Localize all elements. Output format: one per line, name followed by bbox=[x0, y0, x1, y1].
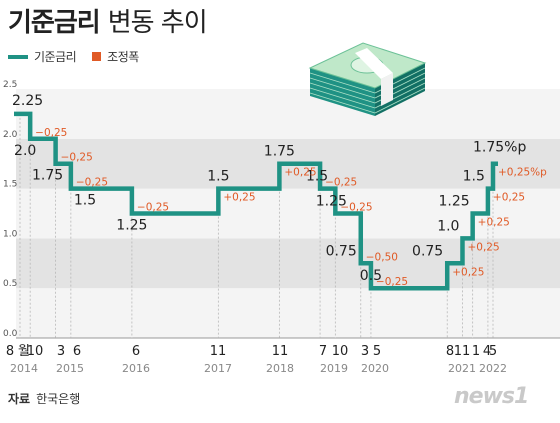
x-month-label: 8 bbox=[6, 344, 14, 359]
y-tick-label: 2.0 bbox=[3, 130, 18, 140]
change-label: −0,25 bbox=[35, 127, 67, 139]
x-year-label: 2015 bbox=[56, 362, 84, 375]
change-label: +0,25 bbox=[223, 192, 255, 204]
x-month-label: 8 bbox=[446, 344, 454, 359]
legend-swatch-rate bbox=[8, 54, 28, 59]
legend: 기준금리 조정폭 bbox=[8, 48, 139, 65]
change-label: −0,50 bbox=[366, 251, 398, 263]
rate-value-label: 1.5 bbox=[74, 193, 96, 209]
x-month-label: 월 bbox=[18, 344, 30, 359]
x-month-label: 11 bbox=[272, 344, 289, 359]
x-year-label: 2017 bbox=[204, 362, 232, 375]
grid-band bbox=[16, 89, 560, 139]
change-label: +0,25%p bbox=[498, 167, 547, 179]
x-month-label: 11 bbox=[210, 344, 227, 359]
rate-step-line bbox=[14, 111, 498, 291]
source-note: 자료 한국은행 bbox=[8, 390, 80, 407]
money-band-side bbox=[381, 73, 393, 106]
change-label: +0,25 bbox=[493, 192, 525, 204]
x-month-label: 3 bbox=[57, 344, 65, 359]
money-band bbox=[355, 48, 393, 79]
rate-value-label: 1.75 bbox=[32, 168, 63, 184]
source-name: 한국은행 bbox=[36, 392, 81, 406]
change-label: −0,25 bbox=[376, 276, 408, 288]
rate-value-label: 1.75%p bbox=[473, 140, 526, 156]
change-label: +0,25 bbox=[478, 217, 510, 229]
change-label: +0,25 bbox=[452, 266, 484, 278]
x-month-label: 6 bbox=[132, 344, 140, 359]
source-label: 자료 bbox=[8, 392, 31, 406]
x-year-label: 2014 bbox=[10, 362, 38, 375]
rate-value-label: 0.75 bbox=[326, 243, 357, 259]
x-month-label: 10 bbox=[27, 344, 44, 359]
x-month-label: 7 bbox=[319, 344, 327, 359]
x-month-label: 11 bbox=[454, 344, 471, 359]
change-label: −0,25 bbox=[76, 177, 108, 189]
news1-logo: news1 bbox=[454, 384, 529, 409]
rate-value-label: 2.25 bbox=[12, 93, 43, 109]
x-year-label: 2022 bbox=[479, 362, 507, 375]
legend-label-rate: 기준금리 bbox=[34, 50, 77, 64]
x-year-label: 2021 bbox=[448, 362, 476, 375]
change-label: −0,25 bbox=[325, 177, 357, 189]
money-stack-icon bbox=[308, 42, 427, 116]
x-month-label: 4 bbox=[483, 344, 491, 359]
rate-value-label: 1.0 bbox=[437, 218, 459, 234]
x-month-label: 10 bbox=[332, 344, 349, 359]
rate-value-label: 1.25 bbox=[438, 194, 469, 210]
rate-value-label: 2.0 bbox=[14, 143, 36, 159]
title-sub: 변동 추이 bbox=[107, 8, 208, 38]
grid-band bbox=[16, 238, 560, 289]
y-tick-label: 1.0 bbox=[3, 229, 18, 239]
rate-value-label: 1.5 bbox=[306, 169, 328, 185]
rate-value-label: 0.5 bbox=[360, 268, 382, 284]
y-tick-label: 1.5 bbox=[3, 180, 17, 190]
change-label: +0,25 bbox=[467, 241, 499, 253]
x-year-label: 2019 bbox=[320, 362, 348, 375]
change-label: +0,25 bbox=[284, 167, 316, 179]
rate-value-label: 1.5 bbox=[207, 169, 229, 185]
rate-value-label: 1.25 bbox=[116, 218, 147, 234]
x-month-label: 5 bbox=[489, 344, 497, 359]
x-month-label: 5 bbox=[373, 344, 381, 359]
change-label: −0,25 bbox=[61, 152, 93, 164]
y-tick-label: 2.5 bbox=[3, 80, 17, 90]
grid-band bbox=[16, 188, 560, 239]
change-label: −0,25 bbox=[340, 202, 372, 214]
rate-value-label: 1.25 bbox=[316, 194, 347, 210]
x-month-label: 1 bbox=[472, 344, 480, 359]
x-month-label: 6 bbox=[73, 344, 81, 359]
rate-value-label: 0.75 bbox=[412, 243, 443, 259]
rate-value-label: 1.75 bbox=[264, 144, 295, 160]
legend-label-change: 조정폭 bbox=[107, 50, 139, 64]
change-label: −0,25 bbox=[137, 202, 169, 214]
chart-title: 기준금리 변동 추이 bbox=[8, 2, 208, 39]
x-year-label: 2016 bbox=[122, 362, 150, 375]
y-tick-label: 0.5 bbox=[3, 279, 17, 289]
x-year-label: 2020 bbox=[361, 362, 389, 375]
y-tick-label: 0.0 bbox=[3, 329, 18, 339]
x-year-label: 2018 bbox=[266, 362, 294, 375]
rate-value-label: 1.5 bbox=[463, 169, 485, 185]
title-main: 기준금리 bbox=[8, 8, 101, 38]
legend-swatch-change bbox=[92, 52, 102, 61]
x-month-label: 3 bbox=[361, 344, 369, 359]
grid-band bbox=[16, 288, 560, 338]
